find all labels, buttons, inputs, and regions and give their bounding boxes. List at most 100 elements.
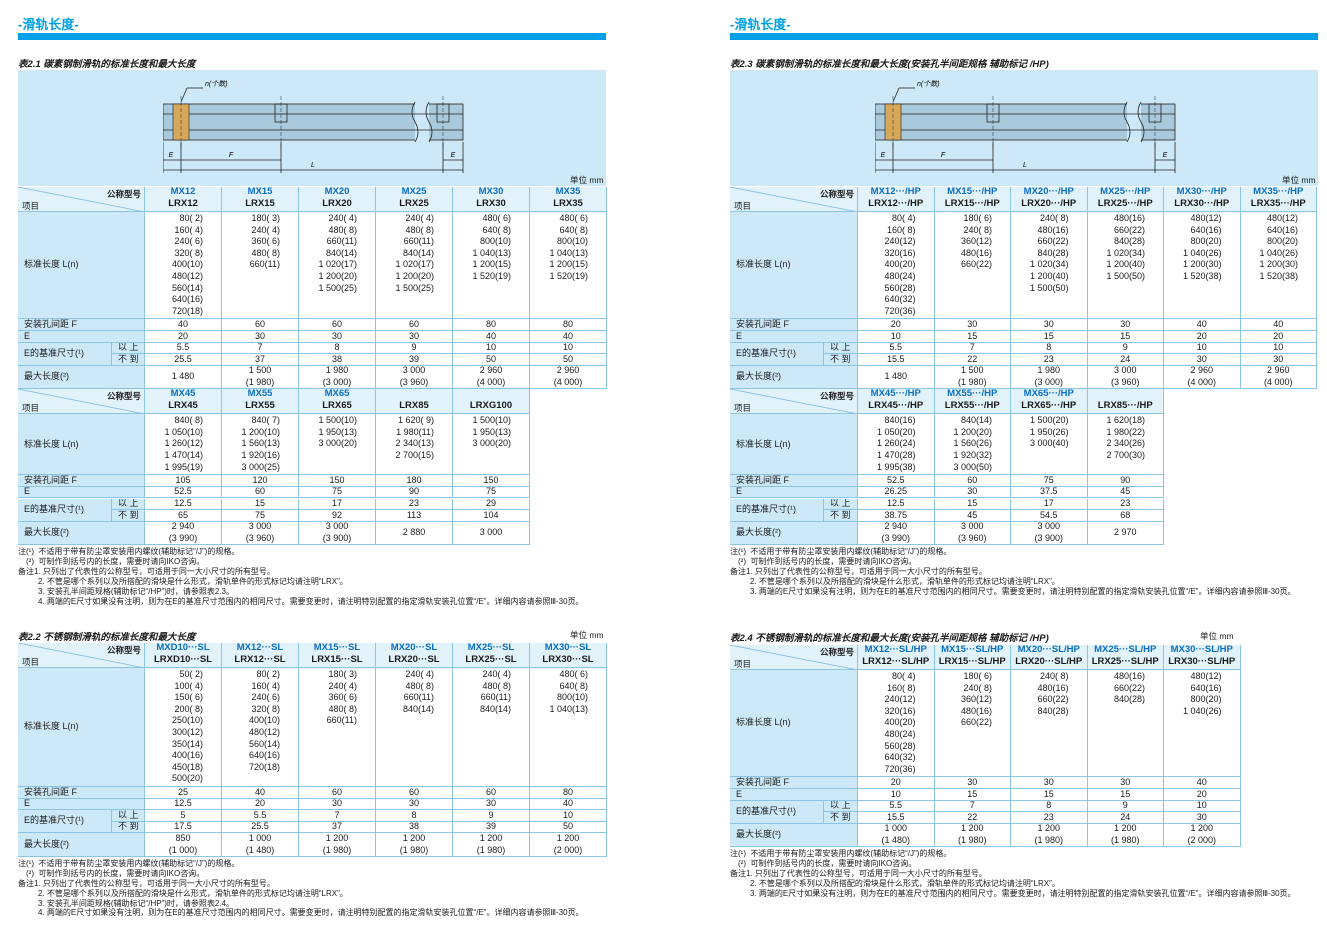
header-bar (730, 33, 1318, 40)
model-name: LRX15 (245, 198, 275, 209)
standard-length: 840(28) (1113, 694, 1145, 705)
model-name: LRXD10···SL (153, 654, 213, 665)
rail-diagram: n(个数) E F E L (875, 80, 1176, 173)
standard-length: 1 020(34) (1106, 247, 1145, 258)
column-header: MX20···/HP LRX20···/HP (1011, 187, 1088, 212)
column-header: MX35···/HP LRX35···/HP (1240, 187, 1317, 212)
corner-diagonal (730, 187, 856, 211)
max-length: 1 200 (556, 833, 580, 844)
max-length: 1 980 (325, 365, 349, 376)
length-cell: 240( 4) 480( 8) 660(11) 840(14) 1 020(17) 1 2… (376, 212, 453, 320)
value-cell: 10 (1164, 342, 1241, 355)
value-cell: 20 (222, 798, 299, 811)
value-cell: 52.5 (145, 486, 222, 499)
model-name: MX55 (247, 389, 273, 400)
standard-length: 660(11) (403, 692, 434, 703)
value-cell: 60 (934, 475, 1011, 487)
standard-length: 480(12) (1190, 213, 1222, 223)
max-length: (3 000) (322, 377, 352, 388)
standard-length: 660(11) (403, 236, 434, 247)
model-name: MX15···SL/HP (941, 645, 1004, 655)
length-cell: 180( 3) 240( 4) 360( 6) 480( 8) 660(11) (222, 212, 299, 320)
max-length: (1 980) (1110, 835, 1140, 846)
standard-length: 560(28) (884, 282, 916, 293)
row-label: 标准长度 L(n) (730, 414, 858, 476)
max-length: 2 960 (479, 365, 503, 376)
max-length: 1 500 (960, 365, 984, 376)
corner-item: 项目 (22, 403, 40, 414)
length-cell: 480(12) 640(16) 800(20) 1 040(26) 1 200(30) 1… (1240, 212, 1317, 320)
standard-length: 2 340(26) (1106, 438, 1145, 449)
length-cell: 840(16) 1 050(20) 1 260(24) 1 470(28) 1 995(… (858, 414, 935, 476)
standard-length: 240( 8) (963, 224, 992, 235)
max-length-cell: 3 000 (3 960) (934, 521, 1011, 546)
row-label: 不 到 (112, 354, 145, 366)
value-cell: 75 (1011, 475, 1088, 487)
model-name: MX25···/HP (1100, 187, 1151, 197)
model-name: MX15···/HP (947, 187, 998, 197)
standard-length: 200( 8) (174, 703, 203, 714)
standard-length: 1 920(16) (241, 450, 280, 461)
value-cell: 17 (299, 498, 376, 511)
max-length-cell: 1 000 (1 480) (858, 823, 935, 848)
standard-length: 2 700(30) (1106, 450, 1145, 461)
standard-length: 840(28) (1037, 705, 1069, 716)
max-length-cell: 1 000 (1 480) (222, 833, 299, 857)
standard-length: 480(12) (1190, 671, 1222, 681)
max-length-cell: 3 000 (453, 521, 530, 546)
row-label: 标准长度 L(n) (18, 414, 145, 476)
max-length: (3 960) (1110, 377, 1140, 388)
max-length: 3 000 (479, 527, 503, 538)
standard-length: 840(14) (402, 247, 434, 258)
value-cell: 5.5 (222, 810, 299, 822)
max-length: 850 (175, 833, 191, 844)
row-label: 不 到 (112, 821, 145, 834)
max-length: 3 000 (325, 521, 349, 532)
max-length: 1 480 (884, 371, 908, 382)
value-cell: 30 (453, 798, 530, 811)
value-cell: 10 (858, 789, 935, 801)
value-cell: 60 (299, 787, 376, 799)
column-header: MX12 LRX12 (145, 187, 222, 212)
model-name: LRX15···/HP (944, 198, 1000, 209)
standard-length: 480(24) (884, 270, 916, 281)
standard-length: 1 020(17) (318, 259, 357, 270)
max-length-cell: 3 000 (3 960) (222, 521, 299, 546)
standard-length: 3 000(20) (318, 438, 357, 449)
standard-length: 2 700(15) (395, 450, 434, 461)
standard-length: 1 500(10) (318, 415, 357, 426)
value-cell: 23 (376, 498, 453, 511)
standard-length: 160( 4) (174, 224, 203, 235)
value-cell: 7 (934, 342, 1011, 355)
standard-length: 840( 8) (174, 415, 203, 426)
column-header: MX30 LRX30 (453, 187, 530, 212)
standard-length: 640( 8) (559, 224, 588, 235)
model-name: LRX12···SL (234, 654, 286, 665)
note: 2. 不管是哪个系列以及所搭配的滑块是什么形式，滑轨单件的形式标记均请注明“LR… (38, 576, 348, 586)
value-cell: 38 (299, 354, 376, 366)
note: 3. 安装孔半间距规格(辅助标记“/HP”)时，请参照表2.3。 (38, 586, 235, 596)
section-header: -滑轨长度- (730, 17, 791, 32)
value-cell: 75 (222, 510, 299, 522)
corner-cell: 公称型号 项目 (18, 643, 145, 668)
max-length-cell: 2 960 (4 000) (1164, 365, 1241, 390)
drawing (892, 87, 900, 103)
value-cell: 40 (453, 331, 530, 343)
standard-length: 660(22) (960, 717, 992, 728)
standard-length: 800(20) (1266, 236, 1298, 247)
model-name: LRX20···SL/HP (1015, 656, 1083, 667)
standard-length: 240(12) (884, 694, 916, 705)
standard-length: 1 040(13) (549, 247, 588, 258)
model-name: MX12···SL/HP (864, 645, 927, 655)
value-cell: 30 (376, 331, 453, 343)
standard-length: 250(10) (171, 715, 203, 726)
value-cell: 20 (858, 777, 935, 789)
column-header: MX15···SL/HP LRX15···SL/HP (934, 645, 1011, 670)
length-cell: 840( 7) 1 200(10) 1 560(13) 1 920(16) 3 000(… (222, 414, 299, 476)
value-cell: 20 (858, 319, 935, 331)
model-name: MX45···/HP (870, 389, 921, 400)
standard-length: 660(22) (1037, 236, 1069, 247)
value-cell: 50 (530, 821, 607, 834)
max-length: (3 960) (245, 532, 275, 543)
standard-length: 80( 2) (256, 669, 280, 679)
